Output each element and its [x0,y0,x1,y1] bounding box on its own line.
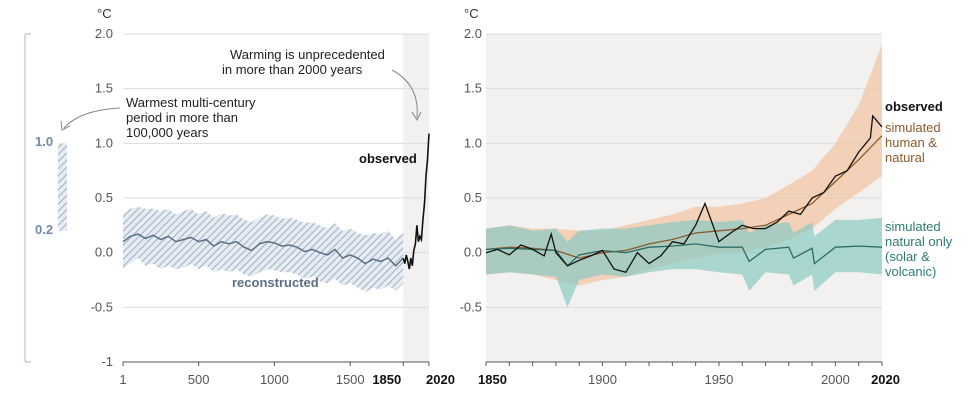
left-y-unit: °C [97,6,112,21]
y-tick-label: 2.0 [464,26,482,41]
reconstructed-line [122,233,404,267]
y-tick-label: 0.0 [464,245,482,260]
annotation-arrow-unprecedented [391,69,418,119]
reconstructed-range-band [123,206,404,292]
x-tick-label: 1500 [336,372,365,387]
simulated-human-label-line3: natural [885,150,925,165]
simulated-natural-label-line3: (solar & [885,249,930,264]
y-tick-label: 1.5 [95,81,113,96]
reconstructed-label: reconstructed [232,275,319,290]
x-tick-label: 1850 [478,372,507,387]
annotation-arrow-warmest [63,107,121,129]
simulated-human-label-line1: simulated [885,120,941,135]
y-tick-label: 1.0 [464,135,482,150]
right-chart-panel: 2.0 1.5 1.0 0.5 0.0 -0.5 °C 1850 1900 1950 2000 2… [460,6,953,387]
side-range-low-label: 0.2 [35,222,53,237]
annotation-unprecedented-line1: Warming is unprecedented [230,47,385,62]
left-y-tick-labels: 2.0 1.5 1.0 0.5 0.0 -0.5 -1 [91,26,113,369]
side-range-high-label: 1.0 [35,134,53,149]
y-tick-label: -1 [101,354,113,369]
y-tick-label: -0.5 [91,299,113,314]
right-y-unit: °C [464,6,479,21]
simulated-natural-only-line [485,243,883,267]
arrow-head-icon [411,111,422,122]
simulated-natural-label-line2: natural only [885,234,953,249]
annotation-warmest-line2: period in more than [126,110,238,125]
annotation-warmest-line3: 100,000 years [126,125,209,140]
x-tick-label: 1900 [588,372,617,387]
x-tick-label: 2020 [871,372,900,387]
right-x-tick-labels: 1850 1900 1950 2000 2020 [478,372,900,387]
observed-line [402,133,430,270]
x-tick-label: 500 [188,372,210,387]
observed-label: observed [885,99,943,114]
y-tick-label: 0.5 [464,190,482,205]
arrow-head-icon [60,120,71,131]
annotation-unprecedented-line2: in more than 2000 years [222,62,363,77]
y-tick-label: 0.0 [95,245,113,260]
right-y-tick-labels: 2.0 1.5 1.0 0.5 0.0 -0.5 [460,26,482,314]
simulated-natural-only-band [486,217,882,308]
x-tick-label: 1000 [260,372,289,387]
y-tick-label: 0.5 [95,190,113,205]
y-tick-label: 1.0 [95,135,113,150]
x-tick-label: 2000 [821,372,850,387]
simulated-natural-label-line1: simulated [885,219,941,234]
left-x-tick-labels: 1 500 1000 1500 1850 2020 [119,362,455,387]
annotation-warmest-line1: Warmest multi-century [126,95,256,110]
side-range-bar [58,143,67,231]
right-x-minor-ticks [485,362,883,366]
x-tick-label: 1 [119,372,126,387]
y-tick-label: 1.5 [464,81,482,96]
x-tick-label: 1850 [372,372,401,387]
y-tick-label: 2.0 [95,26,113,41]
observed-label: observed [359,151,417,166]
x-tick-label: 1950 [704,372,733,387]
simulated-human-label-line2: human & [885,135,937,150]
left-chart-panel: 2.01.51.00.50.0-0.5-1 °C 1 500 1000 1500 185… [60,6,455,387]
observed-line [485,114,883,274]
simulated-natural-label-line4: volcanic) [885,264,936,279]
side-range: 1.0 0.2 [24,33,67,363]
x-tick-label: 2020 [426,372,455,387]
y-tick-label: -0.5 [460,299,482,314]
